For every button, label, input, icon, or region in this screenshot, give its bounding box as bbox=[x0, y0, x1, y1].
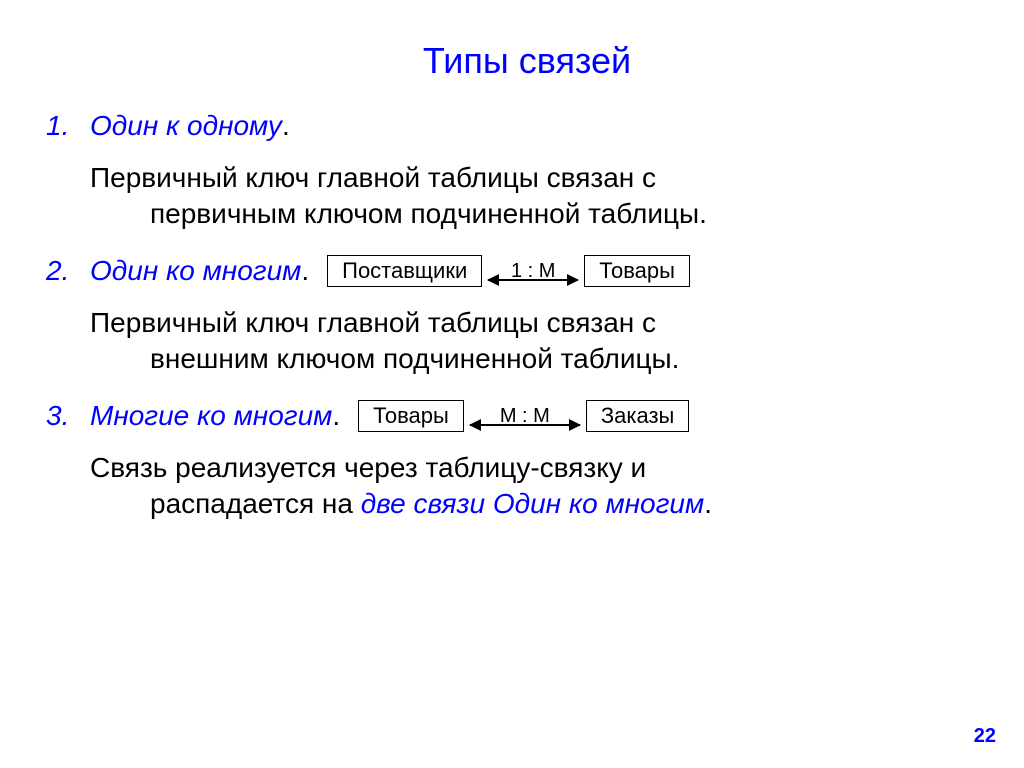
er-diagram: Товары М : М Заказы bbox=[358, 400, 689, 432]
heading-dot: . bbox=[301, 255, 309, 287]
desc-line2: внешним ключом подчиненной таблицы. bbox=[90, 341, 964, 377]
er-edge-label: 1 : М bbox=[511, 261, 555, 281]
heading-text: Один к одному bbox=[90, 110, 282, 142]
er-diagram: Поставщики 1 : М Товары bbox=[327, 255, 690, 287]
item-heading: Многие ко многим. Товары М : М Заказы bbox=[90, 400, 964, 432]
list-item: Многие ко многим. Товары М : М Заказы Св… bbox=[90, 400, 964, 523]
item-description: Связь реализуется через таблицу-связку и… bbox=[90, 450, 964, 523]
desc-l2-highlight: две связи Один ко многим bbox=[361, 488, 705, 519]
heading-dot: . bbox=[332, 400, 340, 432]
er-edge: 1 : М bbox=[488, 261, 578, 281]
desc-l2-pre: распадается на bbox=[150, 488, 361, 519]
item-heading: Один ко многим. Поставщики 1 : М Товары bbox=[90, 255, 964, 287]
heading-dot: . bbox=[282, 110, 290, 142]
heading-text: Многие ко многим bbox=[90, 400, 332, 432]
slide: Типы связей Один к одному. Первичный клю… bbox=[0, 0, 1024, 768]
desc-line1: Первичный ключ главной таблицы связан с bbox=[90, 307, 656, 338]
item-heading: Один к одному. bbox=[90, 110, 964, 142]
double-arrow-icon bbox=[470, 424, 580, 426]
relationship-types-list: Один к одному. Первичный ключ главной та… bbox=[90, 110, 964, 522]
slide-title: Типы связей bbox=[90, 40, 964, 82]
double-arrow-icon bbox=[488, 279, 578, 281]
er-node-left: Товары bbox=[358, 400, 464, 432]
desc-line1: Связь реализуется через таблицу-связку и bbox=[90, 452, 646, 483]
item-description: Первичный ключ главной таблицы связан с … bbox=[90, 160, 964, 233]
desc-line1: Первичный ключ главной таблицы связан с bbox=[90, 162, 656, 193]
desc-line2: распадается на две связи Один ко многим. bbox=[90, 486, 964, 522]
er-edge: М : М bbox=[470, 406, 580, 426]
list-item: Один ко многим. Поставщики 1 : М Товары … bbox=[90, 255, 964, 378]
er-edge-label: М : М bbox=[500, 406, 550, 426]
list-item: Один к одному. Первичный ключ главной та… bbox=[90, 110, 964, 233]
page-number: 22 bbox=[974, 725, 996, 748]
item-description: Первичный ключ главной таблицы связан с … bbox=[90, 305, 964, 378]
er-node-right: Товары bbox=[584, 255, 690, 287]
heading-text: Один ко многим bbox=[90, 255, 301, 287]
desc-line2: первичным ключом подчиненной таблицы. bbox=[90, 196, 964, 232]
er-node-right: Заказы bbox=[586, 400, 690, 432]
er-node-left: Поставщики bbox=[327, 255, 482, 287]
desc-l2-post: . bbox=[704, 488, 712, 519]
